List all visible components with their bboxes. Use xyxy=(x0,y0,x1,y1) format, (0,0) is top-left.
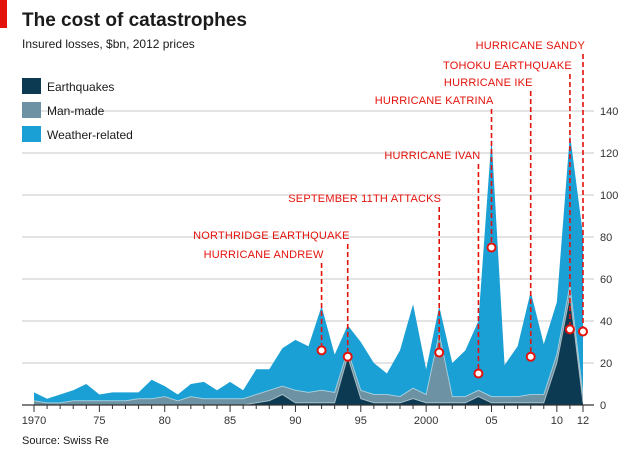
annotation-marker-hurricane-katrina xyxy=(486,242,497,253)
y-tick-label-120: 120 xyxy=(600,148,618,160)
chart-title: The cost of catastrophes xyxy=(22,10,247,31)
annotation-label-hurricane-sandy: HURRICANE SANDY xyxy=(476,40,586,52)
y-tick-label-60: 60 xyxy=(600,274,612,286)
annotation-label-northridge-earthquake: NORTHRIDGE EARTHQUAKE xyxy=(193,230,350,242)
y-tick-label-100: 100 xyxy=(600,190,618,202)
y-tick-label-0: 0 xyxy=(600,400,606,412)
area-weather-related xyxy=(34,134,583,403)
y-tick-label-20: 20 xyxy=(600,358,612,370)
y-tick-label-40: 40 xyxy=(600,316,612,328)
y-tick-label-80: 80 xyxy=(600,232,612,244)
legend-swatch-weather-related xyxy=(22,126,41,142)
annotation-label-hurricane-katrina: HURRICANE KATRINA xyxy=(375,95,494,107)
x-tick-label-1975: 75 xyxy=(93,415,105,427)
x-tick-label-2000: 2000 xyxy=(414,415,438,427)
annotation-marker-hurricane-andrew xyxy=(316,345,327,356)
x-tick-label-1985: 85 xyxy=(224,415,236,427)
legend-swatch-man-made xyxy=(22,102,41,118)
annotation-marker-hurricane-ike xyxy=(525,351,536,362)
annotation-marker-northridge-earthquake xyxy=(342,351,353,362)
x-tick-label-2012: 12 xyxy=(577,415,589,427)
legend-swatch-earthquakes xyxy=(22,78,41,94)
chart-source: Source: Swiss Re xyxy=(22,435,109,447)
annotation-label-hurricane-andrew: HURRICANE ANDREW xyxy=(204,249,324,261)
legend-label-man-made: Man-made xyxy=(47,104,105,118)
annotation-marker-september-11th-attacks xyxy=(434,347,445,358)
annotation-label-hurricane-ivan: HURRICANE IVAN xyxy=(384,150,480,162)
legend-label-earthquakes: Earthquakes xyxy=(47,80,114,94)
x-tick-label-2010: 10 xyxy=(551,415,563,427)
y-tick-label-140: 140 xyxy=(600,106,618,118)
x-tick-label-1990: 90 xyxy=(289,415,301,427)
x-tick-label-1980: 80 xyxy=(159,415,171,427)
axis-layer: 1970 75 80 85 90 95 2000 05 10 12 xyxy=(22,404,594,427)
annotation-label-september-11th-attacks: SEPTEMBER 11TH ATTACKS xyxy=(288,193,441,205)
x-tick-label-1995: 95 xyxy=(355,415,367,427)
chart-subtitle: Insured losses, $bn, 2012 prices xyxy=(22,37,195,51)
annotation-label-tohoku-earthquake: TOHOKU EARTHQUAKE xyxy=(443,60,572,72)
legend-label-weather-related: Weather-related xyxy=(47,128,133,142)
area-layer xyxy=(33,134,584,406)
annotation-layer: HURRICANE ANDREW NORTHRIDGE EARTHQUAKE SEP… xyxy=(193,40,588,379)
annotation-label-hurricane-ike: HURRICANE IKE xyxy=(444,77,533,89)
chart-legend: Earthquakes Man-made Weather-related xyxy=(22,78,133,142)
x-tick-label-2005: 05 xyxy=(485,415,497,427)
brand-red-tag xyxy=(0,0,7,28)
separator-man-made xyxy=(33,285,584,404)
annotation-marker-tohoku-earthquake xyxy=(564,324,575,335)
annotation-marker-hurricane-ivan xyxy=(473,368,484,379)
area-man-made xyxy=(34,285,583,405)
annotation-marker-hurricane-sandy xyxy=(578,326,588,337)
x-tick-label-1970: 1970 xyxy=(22,415,46,427)
